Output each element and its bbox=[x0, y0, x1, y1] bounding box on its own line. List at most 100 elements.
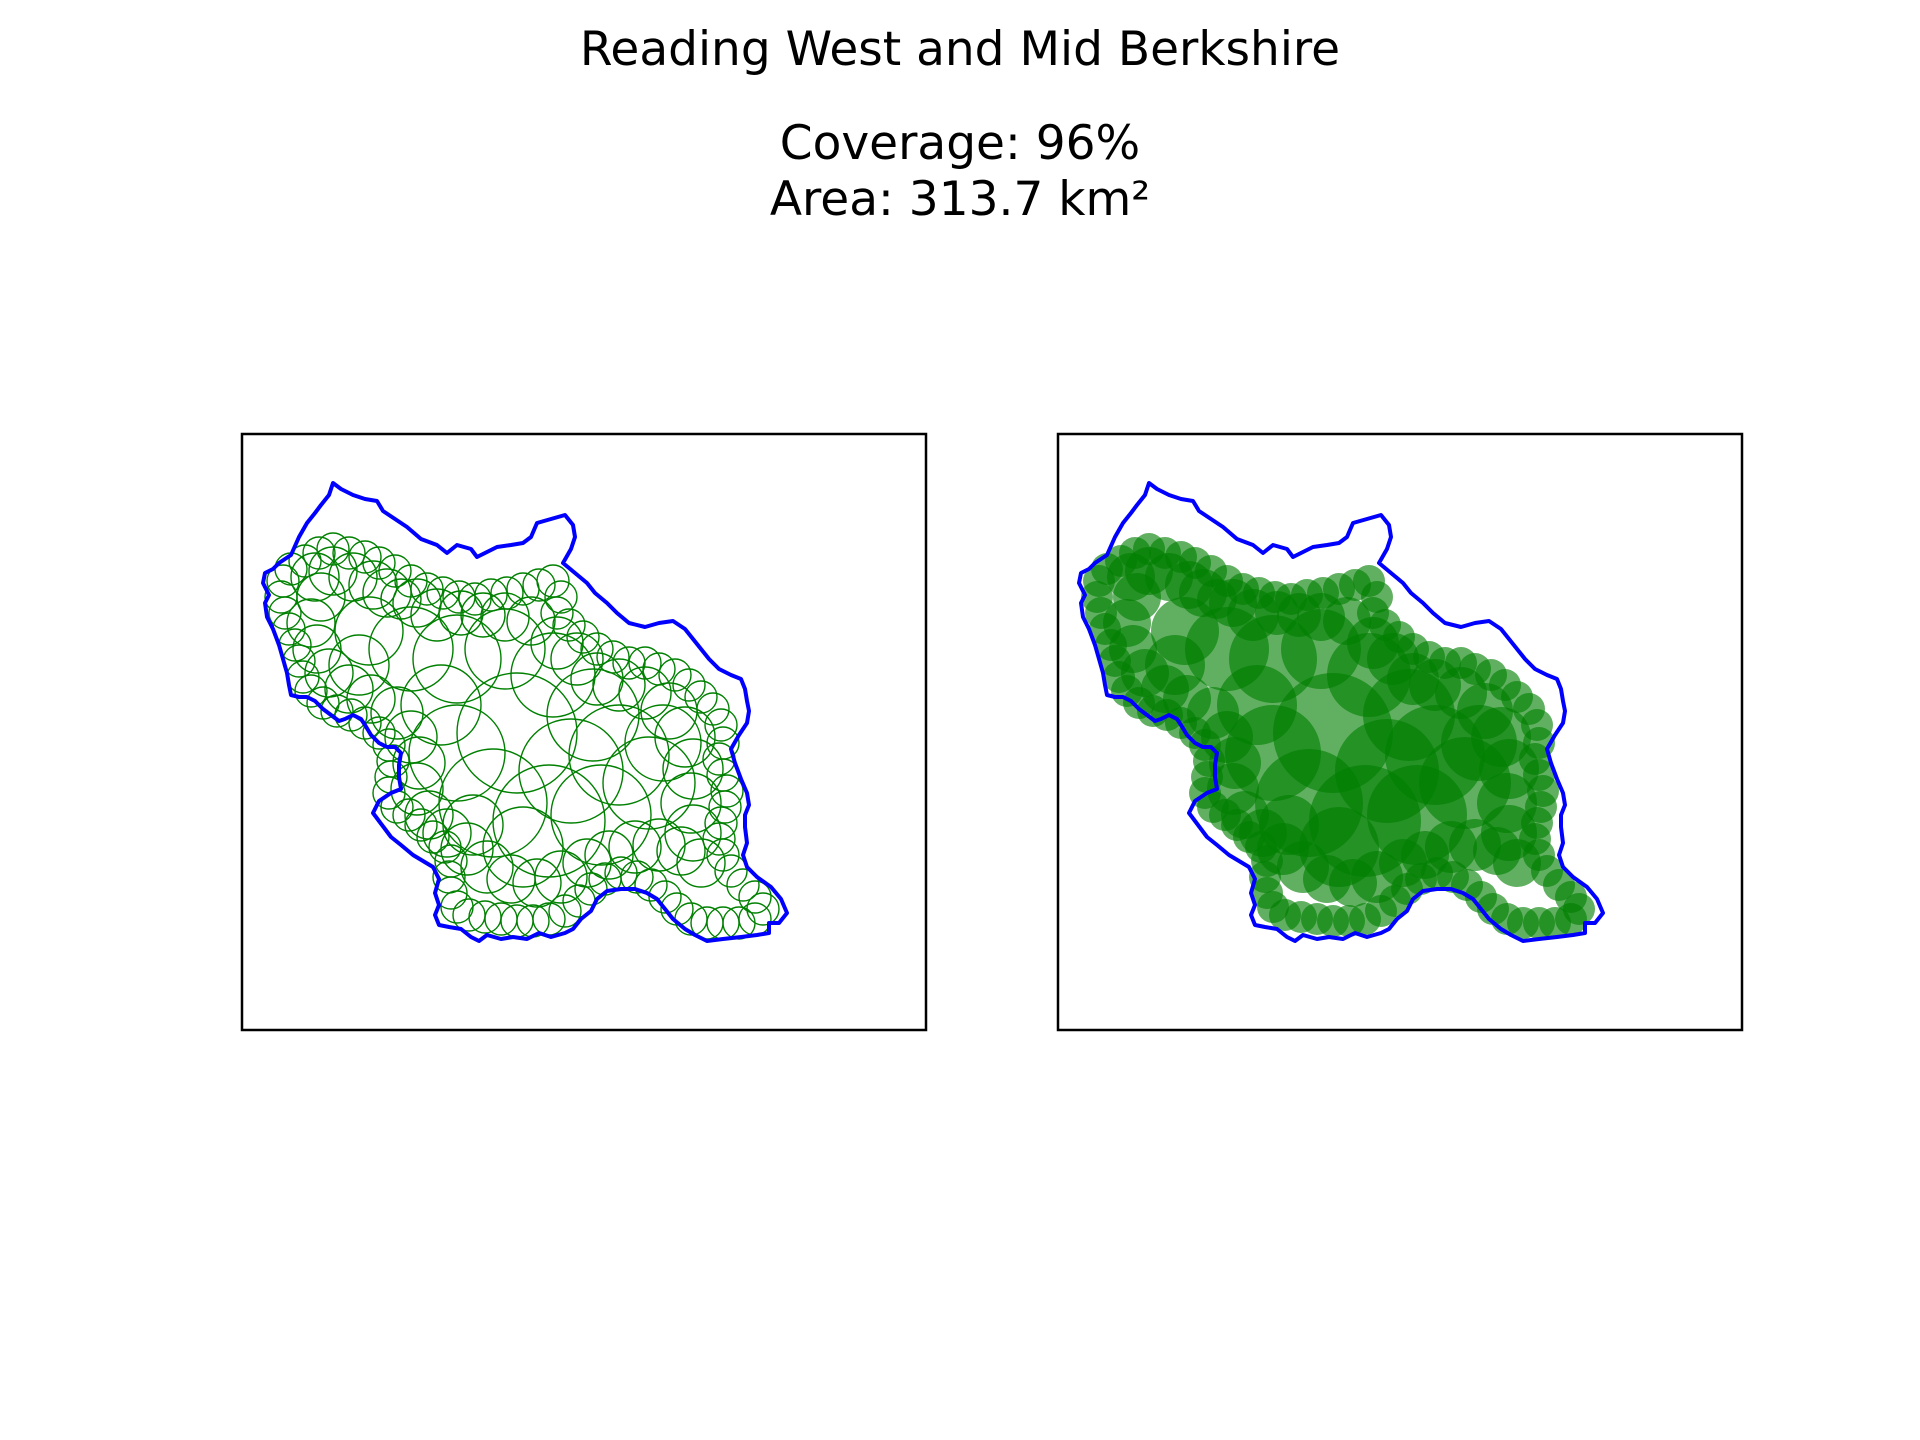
coverage-circle bbox=[534, 850, 588, 904]
coverage-circle bbox=[658, 658, 692, 692]
coverage-circle bbox=[482, 806, 564, 888]
coverage-circle bbox=[324, 664, 374, 714]
coverage-circle bbox=[568, 704, 670, 806]
figure-title: Reading West and Mid Berkshire bbox=[579, 22, 1341, 77]
coverage-circle bbox=[660, 772, 722, 834]
coverage-circle bbox=[334, 596, 404, 666]
coverage-circle bbox=[550, 764, 652, 866]
coverage-circle bbox=[654, 706, 716, 768]
coverage-circle bbox=[592, 658, 646, 712]
coverage-circle bbox=[390, 762, 444, 816]
filled-circles-map-panel bbox=[1056, 432, 1744, 1032]
coverage-circle bbox=[660, 892, 694, 926]
coverage-circle bbox=[566, 620, 600, 654]
coverage-circle bbox=[1335, 719, 1439, 823]
coverage-circle bbox=[346, 674, 396, 724]
coverage-circle bbox=[662, 738, 724, 800]
coverage-circle bbox=[522, 568, 556, 602]
outline-circles-map-panel bbox=[240, 432, 928, 1032]
coverage-circle bbox=[316, 532, 350, 566]
coverage-circle bbox=[570, 652, 624, 706]
coverage-circle bbox=[302, 536, 336, 570]
coverage-circle bbox=[362, 716, 396, 750]
coverage-circle bbox=[1441, 705, 1517, 781]
coverage-circle bbox=[548, 894, 582, 928]
coverage-circles-group bbox=[264, 532, 780, 940]
coverage-circle bbox=[404, 808, 438, 842]
coverage-circle bbox=[308, 546, 358, 596]
coverage-circle bbox=[408, 704, 506, 802]
coverage-circle bbox=[710, 774, 744, 808]
coverage-circle bbox=[624, 704, 702, 782]
coverage-circle bbox=[404, 790, 454, 840]
coverage-circle bbox=[332, 536, 366, 570]
constituency-boundary bbox=[1077, 481, 1605, 943]
coverage-circle bbox=[648, 880, 682, 914]
coverage-circle bbox=[392, 578, 442, 628]
coverage-circle bbox=[290, 552, 340, 602]
coverage-circle bbox=[368, 606, 454, 692]
panel-frame bbox=[240, 432, 928, 1032]
coverage-circle bbox=[602, 736, 696, 830]
coverage-circle bbox=[550, 632, 604, 686]
coverage-circle bbox=[584, 830, 634, 880]
coverage-circle bbox=[510, 632, 596, 718]
coverage-circle bbox=[348, 560, 398, 610]
panel-frame bbox=[1056, 432, 1744, 1032]
coverage-circle bbox=[1259, 795, 1319, 855]
coverage-circle bbox=[656, 826, 706, 876]
coverage-circle bbox=[540, 596, 574, 630]
area-label: Area: 313.7 km² bbox=[769, 172, 1151, 227]
coverage-circle bbox=[612, 646, 646, 680]
coverage-circle bbox=[618, 666, 672, 720]
coverage-circle bbox=[672, 668, 706, 702]
coverage-circle bbox=[426, 576, 460, 610]
coverage-circle bbox=[334, 698, 368, 732]
coverage-circle bbox=[442, 794, 504, 856]
coverage-circle bbox=[544, 580, 578, 614]
coverage-circle bbox=[458, 582, 492, 616]
coverage-circle bbox=[460, 840, 514, 894]
coverage-circle bbox=[266, 564, 300, 598]
coverage-circle bbox=[580, 632, 614, 666]
coverage-circle bbox=[440, 890, 474, 924]
coverage-circle bbox=[684, 680, 718, 714]
coverage-circle bbox=[372, 728, 406, 762]
coverage-circle bbox=[1145, 635, 1205, 695]
coverage-circle bbox=[518, 718, 624, 824]
coverage-circle bbox=[286, 598, 336, 648]
coverage-circle bbox=[432, 860, 466, 894]
coverage-circle bbox=[328, 634, 390, 696]
coverage-circle bbox=[384, 710, 438, 764]
coverage-circle bbox=[746, 892, 780, 926]
coverage-circle bbox=[738, 880, 772, 914]
coverage-circle bbox=[438, 748, 548, 858]
coverage-circle bbox=[512, 858, 562, 908]
coverage-circle bbox=[440, 822, 494, 876]
coverage-circle bbox=[362, 568, 412, 618]
coverage-circle bbox=[370, 686, 424, 740]
coverage-circle bbox=[412, 614, 502, 704]
coverage-circle bbox=[608, 820, 662, 874]
coverage-circle bbox=[676, 838, 726, 888]
coverage-circle bbox=[392, 736, 446, 790]
coverage-circle bbox=[530, 616, 584, 670]
constituency-boundary bbox=[261, 481, 789, 943]
coverage-circle bbox=[552, 608, 586, 642]
coverage-circle bbox=[704, 708, 738, 742]
coverage-label: Coverage: 96% bbox=[779, 116, 1141, 171]
coverage-circle bbox=[456, 672, 578, 794]
coverage-circle bbox=[642, 652, 676, 686]
coverage-circle bbox=[296, 572, 346, 622]
coverage-circle bbox=[464, 608, 546, 690]
coverage-circle bbox=[306, 686, 340, 720]
coverage-circle bbox=[546, 668, 640, 762]
coverage-circle bbox=[714, 854, 748, 888]
coverage-circle bbox=[1299, 807, 1379, 887]
coverage-circle bbox=[726, 868, 760, 902]
coverage-circle bbox=[562, 838, 612, 888]
coverage-circle bbox=[392, 798, 426, 832]
coverage-circles-group bbox=[1081, 533, 1595, 939]
coverage-circle bbox=[292, 624, 342, 674]
coverage-circle bbox=[400, 664, 482, 746]
